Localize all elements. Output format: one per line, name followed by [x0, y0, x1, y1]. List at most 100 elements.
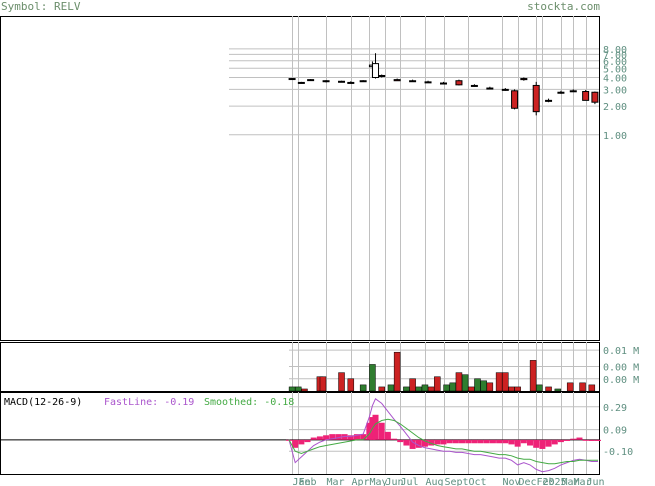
volume-bar — [338, 372, 345, 392]
price-panel-frame — [0, 16, 600, 341]
volume-bar — [415, 386, 423, 392]
price-tick-label: 1.00 — [603, 131, 627, 142]
candle-body — [372, 63, 380, 79]
x-tick-label: Mar — [574, 477, 592, 486]
volume-bar — [421, 384, 429, 392]
candle-body — [347, 81, 355, 84]
candle-body — [393, 79, 401, 82]
x-tick-label: Mar — [327, 477, 345, 486]
volume-bar — [474, 378, 481, 392]
macd-histogram-bar — [403, 439, 410, 446]
symbol-label: Symbol: RELV — [1, 0, 81, 13]
macd-histogram-bar — [335, 434, 342, 440]
x-tick-label: May — [370, 477, 388, 486]
volume-tick-label: 0.00 M — [603, 363, 639, 374]
macd-histogram-bar — [539, 439, 546, 449]
candle-body — [545, 99, 553, 102]
x-tick-label: Jan — [293, 477, 311, 486]
macd-histogram-bar — [391, 438, 398, 440]
volume-bar — [588, 384, 596, 392]
volume-bar — [301, 388, 308, 392]
macd-histogram-bar — [316, 436, 323, 440]
volume-bar — [427, 386, 435, 392]
candle-body — [501, 88, 509, 91]
x-tick-label: Feb — [299, 477, 317, 486]
macd-fast-line — [288, 398, 598, 473]
macd-histogram-bar — [564, 439, 571, 441]
price-tick-label: 7.00 — [603, 50, 627, 61]
macd-smoothed-label: Smoothed: -0.18 — [204, 397, 294, 408]
macd-histogram-bar — [421, 439, 428, 447]
candle-body — [569, 90, 577, 93]
macd-histogram-bar — [372, 414, 379, 440]
volume-bar — [468, 386, 475, 392]
volume-bar — [579, 382, 586, 392]
price-tick-label: 2.00 — [603, 102, 627, 113]
macd-histogram-bar — [366, 422, 373, 440]
candle-body — [557, 91, 565, 94]
volume-bar — [502, 372, 509, 392]
macd-smoothed-line — [288, 418, 598, 465]
volume-bar — [359, 384, 367, 392]
x-tick-label: Jun — [386, 477, 404, 486]
volume-bar — [566, 382, 574, 392]
candle-body — [532, 84, 540, 113]
volume-bar — [347, 378, 355, 392]
volume-bar — [529, 360, 537, 392]
macd-histogram-bar — [508, 439, 515, 445]
volume-bar — [393, 351, 401, 392]
candle-body — [520, 78, 528, 81]
x-tick-label: Oct — [469, 477, 487, 486]
macd-histogram-bar — [440, 439, 447, 445]
volume-tick-label: 0.00 M — [603, 375, 639, 386]
macd-histogram-bar — [588, 439, 595, 441]
volume-bar — [369, 364, 376, 392]
macd-histogram-bar — [520, 439, 527, 444]
macd-histogram-bar — [323, 435, 330, 440]
macd-histogram-bar — [434, 439, 441, 445]
macd-histogram-bar — [477, 439, 484, 444]
volume-bar — [486, 382, 494, 392]
macd-histogram-bar — [514, 439, 521, 447]
x-tick-label: Feb — [537, 477, 555, 486]
candle-body — [359, 80, 367, 83]
candle-body — [440, 82, 447, 85]
macd-histogram-bar — [310, 437, 317, 440]
volume-bar — [480, 380, 487, 392]
candle-body — [297, 81, 305, 84]
macd-histogram-bar — [341, 434, 348, 440]
candle-body — [591, 91, 599, 103]
volume-bar — [455, 372, 463, 392]
x-tick-label: Jul — [401, 477, 419, 486]
site-label: stockta.com — [527, 0, 600, 13]
macd-histogram-bar — [409, 439, 416, 449]
macd-histogram-bar — [576, 437, 583, 440]
price-tick-label: 3.00 — [603, 85, 627, 96]
macd-histogram-bar — [452, 439, 459, 444]
macd-histogram-bar — [459, 439, 466, 444]
macd-tick-label: 0.09 — [603, 426, 627, 437]
x-tick-label: Nov — [503, 477, 521, 486]
macd-tick-label: 0.29 — [603, 403, 627, 414]
volume-bar — [288, 386, 296, 392]
volume-bar — [409, 378, 416, 392]
macd-histogram-bar — [582, 439, 589, 441]
x-tick-label: Mar — [562, 477, 580, 486]
candle-body — [409, 80, 417, 83]
candle-body — [378, 74, 386, 77]
macd-histogram-bar — [496, 439, 503, 444]
x-tick-label: Jun — [587, 477, 605, 486]
macd-histogram-bar — [545, 439, 552, 447]
macd-histogram-bar — [557, 439, 564, 443]
macd-panel-frame — [0, 392, 600, 475]
volume-bar — [378, 386, 385, 392]
candle-body — [307, 79, 315, 82]
volume-bar — [403, 386, 410, 392]
candle-body — [424, 81, 432, 84]
volume-bar — [514, 386, 521, 392]
macd-histogram-bar — [527, 439, 534, 446]
macd-histogram-bar — [471, 439, 478, 444]
macd-histogram-bar — [329, 434, 336, 440]
macd-histogram-bar — [595, 439, 601, 441]
